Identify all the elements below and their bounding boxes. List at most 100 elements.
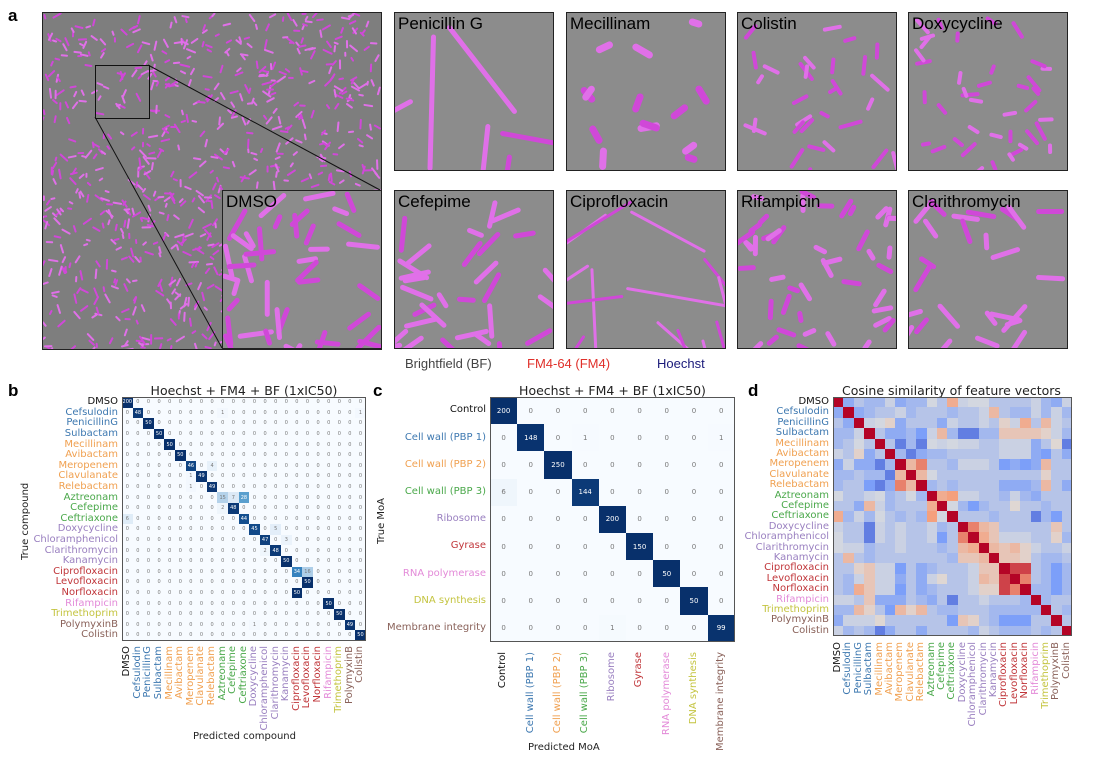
matrix-cell: 0: [598, 533, 626, 561]
heatmap-cell: [885, 625, 896, 637]
matrix-cell: 0: [153, 556, 165, 567]
matrix-cell: 0: [217, 481, 228, 493]
matrix-cell: 50: [334, 609, 345, 620]
heatmap-cell: [1030, 521, 1042, 533]
heatmap-cell: [968, 573, 979, 585]
matrix-cell: 0: [355, 545, 366, 556]
matrix-cell: 0: [228, 460, 239, 472]
heatmap-cell: [947, 625, 959, 637]
heatmap-cell: [978, 511, 990, 523]
matrix-cell: 0: [355, 534, 366, 546]
matrix-cell: 0: [164, 407, 175, 419]
matrix-cell: 0: [132, 397, 144, 408]
matrix-cell: 0: [164, 418, 175, 429]
matrix-cell: 0: [249, 513, 260, 525]
heatmap-cell: [999, 449, 1011, 460]
micrograph-tile-mecillinam: Mecillinam: [566, 12, 726, 171]
matrix-cell: 0: [517, 397, 545, 425]
matrix-cell: 0: [122, 524, 133, 535]
matrix-cell: 50: [143, 418, 154, 429]
heatmap-cell: [864, 501, 875, 512]
matrix-cell: 0: [270, 619, 281, 631]
matrix-cell: 0: [206, 619, 218, 631]
heatmap-cell: [999, 532, 1011, 543]
matrix-cell: 0: [281, 428, 292, 440]
heatmap-cell: [947, 397, 959, 408]
heatmap-cell: [916, 542, 927, 554]
chart-title-d: Cosine similarity of feature vectors: [842, 383, 1061, 398]
matrix-cell: 0: [355, 577, 366, 588]
matrix-cell: 0: [680, 560, 708, 588]
matrix-cell: 0: [281, 619, 292, 631]
heatmap-cell: [999, 584, 1011, 595]
heatmap-cell: [1020, 449, 1031, 460]
row-label: Meropenem: [58, 459, 118, 471]
heatmap-cell: [1061, 428, 1073, 439]
matrix-cell: 0: [164, 609, 175, 620]
heatmap-cell: [989, 438, 1000, 450]
heatmap-cell: [1041, 480, 1052, 491]
micrograph-cells: [738, 191, 896, 348]
heatmap-cell: [895, 459, 907, 471]
heatmap-cell: [853, 605, 865, 616]
matrix-cell: 0: [175, 577, 186, 588]
matrix-cell: 0: [312, 609, 324, 620]
matrix-cell: 0: [291, 545, 303, 556]
heatmap-cell: [978, 490, 990, 502]
matrix-cell: 0: [355, 556, 366, 567]
heatmap-cell: [989, 449, 1000, 460]
matrix-cell: 0: [270, 460, 281, 472]
panel-letter-d: d: [748, 381, 759, 400]
matrix-cell: 0: [544, 614, 572, 642]
heatmap-cell: [853, 511, 865, 523]
matrix-cell: 1: [707, 424, 735, 452]
heatmap-cell: [1020, 501, 1031, 512]
column-label: Control: [497, 652, 509, 689]
matrix-cell: 0: [302, 428, 313, 440]
heatmap-cell: [989, 573, 1000, 585]
heatmap-cell: [843, 417, 855, 429]
matrix-cell: 0: [175, 556, 186, 567]
heatmap-cell: [1009, 428, 1021, 439]
matrix-cell: 0: [164, 503, 175, 514]
heatmap-cell: [1061, 417, 1073, 429]
matrix-cell: 0: [323, 566, 334, 578]
matrix-cell: 0: [312, 534, 324, 546]
heatmap-cell: [885, 584, 896, 595]
matrix-cell: 0: [153, 397, 165, 408]
heatmap-cell: [989, 480, 1000, 491]
matrix-cell: 0: [598, 397, 626, 425]
matrix-cell: 0: [259, 556, 271, 567]
heatmap-cell: [843, 594, 855, 606]
matrix-cell: 0: [249, 566, 260, 578]
matrix-cell: 0: [206, 503, 218, 514]
matrix-cell: 0: [217, 566, 228, 578]
heatmap-cell: [905, 407, 917, 419]
matrix-cell: 0: [228, 481, 239, 493]
heatmap-cell: [968, 563, 979, 575]
matrix-cell: 0: [217, 460, 228, 472]
heatmap-cell: [853, 584, 865, 595]
matrix-cell: 0: [196, 428, 207, 440]
matrix-cell: 0: [334, 428, 345, 440]
matrix-cell: 1: [355, 407, 366, 419]
matrix-cell: 0: [344, 418, 356, 429]
heatmap-cell: [916, 480, 927, 491]
heatmap-cell: [937, 605, 948, 616]
matrix-cell: 0: [122, 630, 133, 641]
matrix-cell: 0: [238, 503, 250, 514]
matrix-cell: 0: [291, 503, 303, 514]
heatmap-cell: [864, 553, 875, 564]
matrix-cell: 0: [249, 503, 260, 514]
heatmap-cell: [1061, 449, 1073, 460]
matrix-cell: 0: [132, 609, 144, 620]
heatmap-cell: [833, 480, 844, 491]
matrix-cell: 50: [153, 428, 165, 440]
heatmap-cell: [895, 625, 907, 637]
matrix-cell: 0: [707, 533, 735, 561]
matrix-cell: 0: [175, 566, 186, 578]
matrix-cell: 0: [344, 556, 356, 567]
matrix-cell: 0: [217, 609, 228, 620]
matrix-cell: 0: [334, 439, 345, 450]
heatmap-cell: [843, 459, 855, 471]
